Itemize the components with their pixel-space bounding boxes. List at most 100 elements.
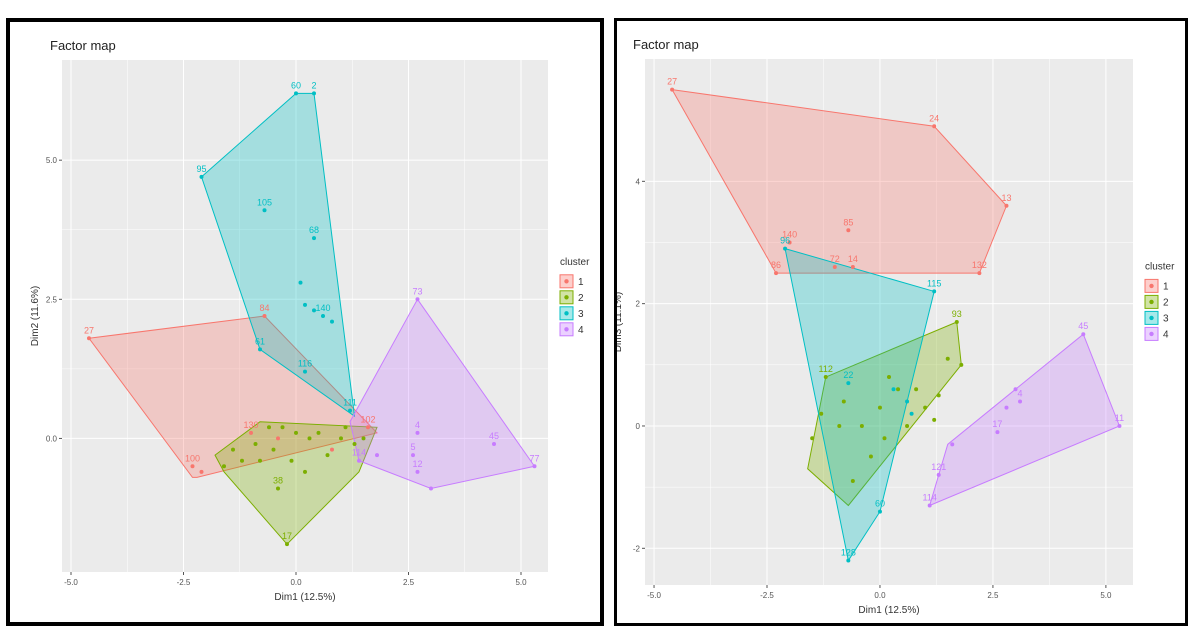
- data-point-cluster-3: [348, 408, 352, 413]
- point-label: 61: [255, 336, 265, 346]
- point-label: 14: [848, 254, 858, 264]
- y-tick-label: 4: [636, 177, 641, 186]
- x-tick-label: -2.5: [177, 578, 191, 587]
- point-label: 4: [1018, 389, 1023, 399]
- data-point-cluster-2: [222, 464, 226, 469]
- data-point-cluster-2: [887, 375, 891, 380]
- legend-key-dot: [564, 311, 569, 316]
- data-point-cluster-3: [303, 302, 307, 307]
- data-point-cluster-4: [936, 472, 941, 477]
- point-label: 111: [343, 398, 357, 408]
- factor-map-dim1-dim2: Factor map -5.0 -2.5 0.0 2.5 5.0 0.0 2.5 5.0 Dim1…: [30, 38, 590, 603]
- data-point-cluster-2: [914, 387, 919, 392]
- x-tick-label: 2.5: [403, 578, 415, 587]
- data-point-cluster-3: [312, 308, 316, 313]
- data-point-cluster-3: [312, 236, 316, 241]
- point-label: 45: [489, 431, 499, 441]
- data-point-cluster-1: [787, 240, 792, 245]
- point-label: 100: [185, 453, 200, 463]
- point-label: 130: [243, 420, 258, 430]
- data-point-cluster-1: [774, 271, 779, 276]
- data-point-cluster-4: [1018, 399, 1023, 404]
- point-label: 73: [412, 286, 422, 296]
- data-point-cluster-1: [262, 314, 267, 318]
- data-point-cluster-4: [415, 297, 420, 302]
- data-point-cluster-3: [891, 387, 896, 392]
- x-tick-label: -2.5: [760, 591, 774, 600]
- data-point-cluster-3: [262, 208, 267, 213]
- point-label: 102: [360, 414, 375, 424]
- data-point-cluster-3: [330, 319, 334, 324]
- right-chart-frame: Factor map -5.0 -2.5 0.0 2.5 5.0 -2 0 2 4 Dim1 (12…: [614, 18, 1188, 626]
- y-tick-label: 0.0: [46, 434, 58, 443]
- point-label: 121: [931, 462, 946, 472]
- data-point-cluster-4: [1117, 423, 1122, 428]
- point-label: 27: [667, 77, 677, 87]
- data-point-cluster-4: [429, 486, 433, 491]
- data-point-cluster-4: [532, 464, 537, 469]
- point-label: 93: [952, 309, 962, 319]
- data-point-cluster-3: [303, 369, 307, 374]
- y-tick-label: 2: [636, 300, 641, 309]
- x-axis-label: Dim1 (12.5%): [858, 605, 919, 616]
- data-point-cluster-1: [199, 469, 204, 474]
- y-tick-label: 2.5: [46, 295, 58, 304]
- legend-title: cluster: [1145, 261, 1175, 272]
- data-point-cluster-2: [823, 375, 828, 380]
- data-point-cluster-1: [249, 430, 253, 435]
- legend-label: 3: [578, 309, 584, 320]
- data-point-cluster-2: [905, 423, 910, 428]
- data-point-cluster-1: [330, 447, 334, 452]
- data-point-cluster-4: [492, 442, 496, 446]
- legend-key-dot: [1149, 315, 1154, 321]
- data-point-cluster-4: [411, 453, 415, 458]
- data-point-cluster-2: [819, 411, 824, 416]
- data-point-cluster-2: [841, 399, 846, 404]
- point-label: 11: [1115, 413, 1124, 423]
- data-point-cluster-2: [325, 453, 330, 458]
- data-point-cluster-2: [882, 436, 887, 441]
- data-point-cluster-4: [1013, 387, 1018, 392]
- data-point-cluster-2: [810, 436, 815, 441]
- point-label: 132: [972, 260, 987, 270]
- data-point-cluster-2: [896, 387, 901, 392]
- data-point-cluster-2: [339, 436, 343, 441]
- point-label: 24: [929, 113, 939, 123]
- data-point-cluster-3: [877, 509, 882, 514]
- point-label: 5: [410, 442, 415, 452]
- data-point-cluster-3: [294, 91, 298, 96]
- x-axis-label: Dim1 (12.5%): [274, 592, 335, 603]
- data-point-cluster-4: [1004, 405, 1009, 410]
- point-label: 22: [843, 370, 853, 380]
- data-point-cluster-1: [190, 464, 195, 469]
- data-point-cluster-1: [846, 228, 851, 233]
- left-chart-frame: Factor map -5.0 -2.5 0.0 2.5 5.0 0.0 2.5 5.0 Dim1…: [6, 18, 604, 626]
- point-label: 27: [84, 325, 94, 335]
- cluster-hull-1: [88, 315, 378, 478]
- legend-label: 2: [578, 293, 584, 304]
- legend-label: 1: [578, 277, 584, 288]
- data-point-cluster-1: [1004, 203, 1009, 208]
- point-label: 2: [311, 80, 316, 90]
- data-point-cluster-3: [321, 314, 325, 318]
- legend-key-dot: [564, 295, 569, 300]
- data-point-cluster-2: [936, 393, 941, 398]
- legend-key-dot: [1149, 283, 1154, 289]
- x-tick-label: 0.0: [874, 591, 886, 600]
- chart-title: Factor map: [633, 37, 699, 52]
- data-point-cluster-1: [977, 271, 982, 276]
- legend-key-dot: [564, 327, 569, 332]
- data-point-cluster-4: [415, 430, 420, 435]
- plot-panel: [62, 60, 548, 572]
- data-point-cluster-1: [932, 124, 937, 129]
- y-tick-label: 0: [636, 422, 641, 431]
- cluster-hull-3: [200, 92, 356, 418]
- data-point-cluster-4: [950, 442, 955, 447]
- point-label: 38: [273, 476, 283, 486]
- point-label: 60: [875, 499, 885, 509]
- point-label: 96: [780, 236, 790, 246]
- data-point-cluster-4: [995, 430, 1000, 435]
- point-label: 115: [927, 278, 941, 288]
- data-point-cluster-1: [832, 264, 837, 269]
